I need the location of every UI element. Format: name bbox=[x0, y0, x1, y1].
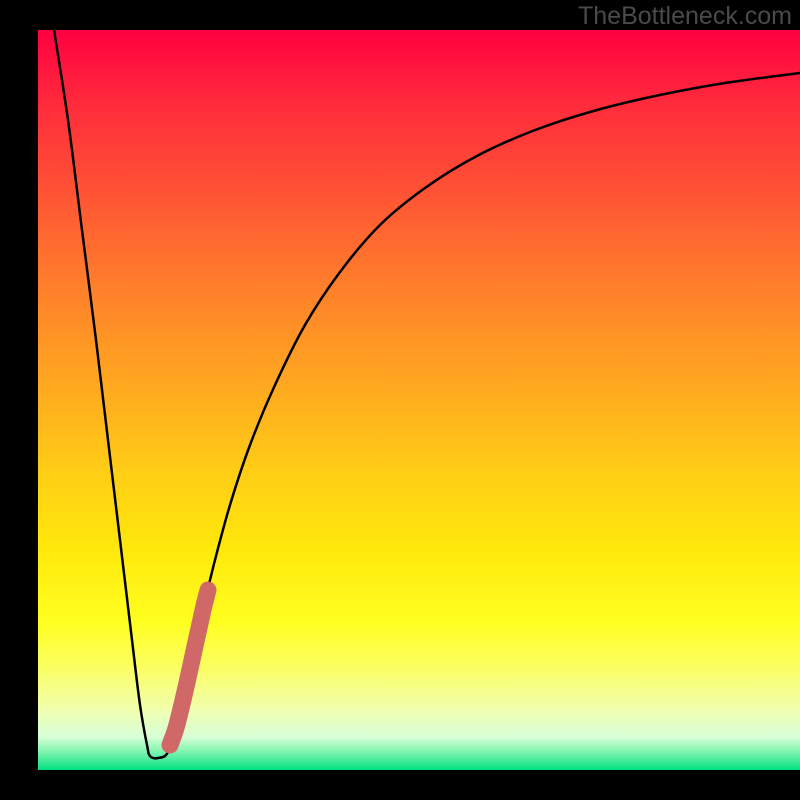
chart-container: TheBottleneck.com bbox=[0, 0, 800, 800]
watermark-text: TheBottleneck.com bbox=[578, 2, 792, 31]
gradient-background bbox=[38, 30, 800, 770]
